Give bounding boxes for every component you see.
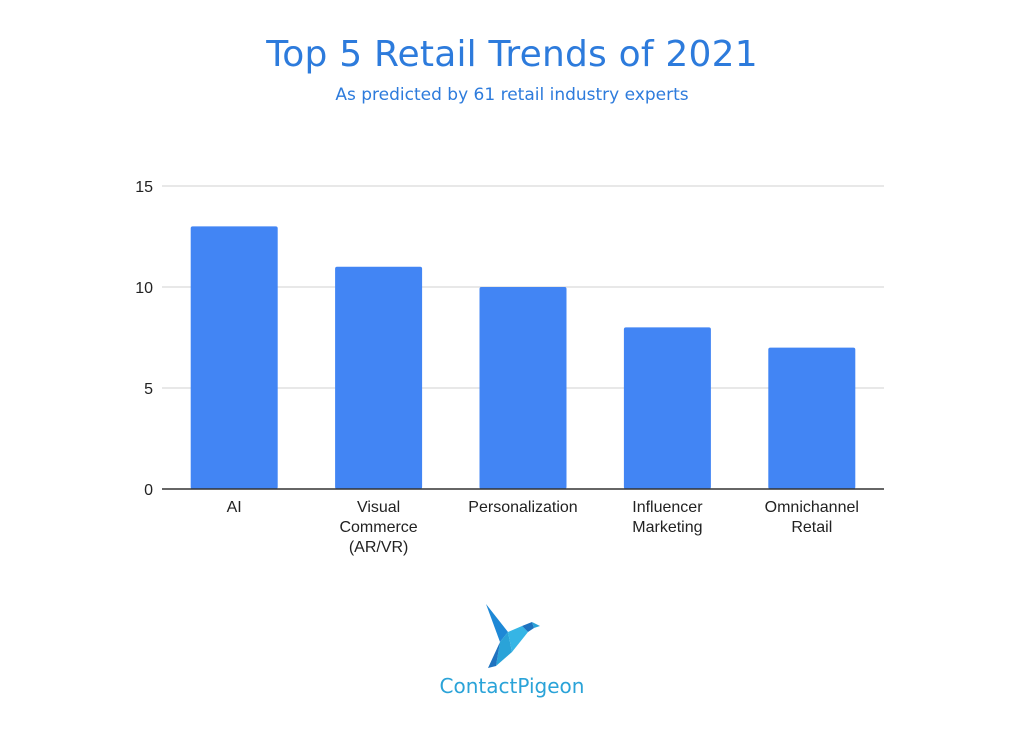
chart-subtitle: As predicted by 61 retail industry exper… [335,85,689,105]
x-tick-label: Personalization [468,499,577,516]
x-tick-label: Retail [791,519,832,536]
bar-chart: 0 5 10 15 AI Visual Commerce (AR/VR) Personaliza… [135,179,884,556]
bar-0 [190,226,278,489]
y-tick-label: 5 [144,381,153,398]
x-tick-label: (AR/VR) [349,539,409,556]
logo-text: ContactPigeon [439,674,585,698]
bar-4 [768,347,856,489]
y-tick-label: 15 [135,179,153,196]
x-tick-label: Omnichannel [765,499,859,516]
x-tick-label: AI [227,499,242,516]
x-tick-label: Influencer [632,499,703,516]
bar-2 [479,287,567,489]
pigeon-icon [486,604,540,668]
y-tick-label: 0 [144,482,153,499]
contactpigeon-logo: ContactPigeon [412,598,612,708]
bar-3 [623,327,711,489]
x-tick-label: Marketing [632,519,702,536]
x-tick-label: Commerce [339,519,417,536]
x-tick-label: Visual [357,499,400,516]
bar-1 [335,266,423,489]
chart-title: Top 5 Retail Trends of 2021 [266,34,758,75]
y-tick-label: 10 [135,280,153,297]
